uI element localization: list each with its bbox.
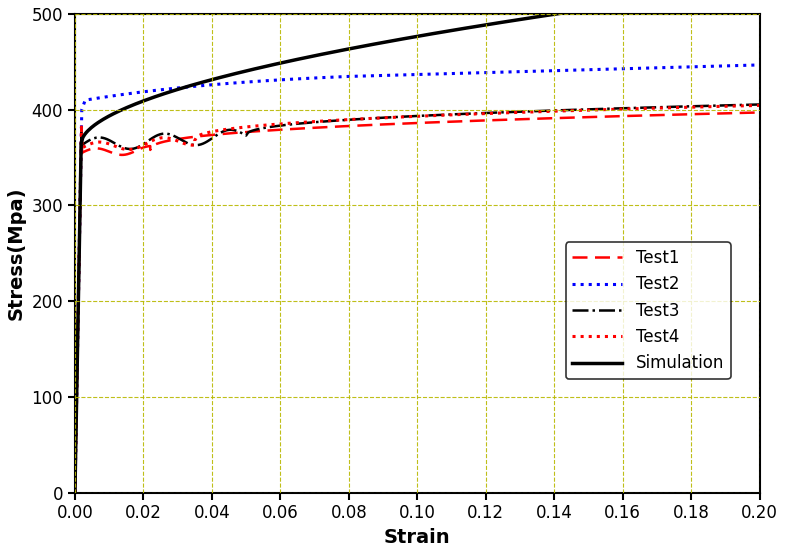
Test1 bbox=[531, 115, 540, 122]
Legend: Test1, Test2, Test3, Test4, Simulation: Test1, Test2, Test3, Test4, Simulation bbox=[566, 243, 731, 379]
Simulation bbox=[70, 489, 79, 496]
Test1 bbox=[755, 109, 765, 116]
Line: Test4: Test4 bbox=[75, 105, 760, 493]
Test4 bbox=[126, 146, 135, 153]
Simulation bbox=[82, 129, 91, 136]
Line: Simulation: Simulation bbox=[75, 0, 760, 493]
Line: Test3: Test3 bbox=[75, 105, 760, 493]
Simulation bbox=[117, 106, 126, 113]
Test1 bbox=[644, 112, 654, 119]
Test3 bbox=[101, 136, 111, 142]
Y-axis label: Stress(Mpa): Stress(Mpa) bbox=[7, 187, 26, 320]
Test3 bbox=[755, 101, 765, 108]
Test1 bbox=[520, 116, 530, 122]
Test1 bbox=[142, 143, 152, 150]
Test2 bbox=[699, 63, 709, 70]
Test2 bbox=[195, 83, 205, 89]
Test2 bbox=[185, 84, 195, 90]
Test3 bbox=[644, 104, 653, 111]
Test3 bbox=[528, 108, 538, 115]
Test4 bbox=[77, 145, 86, 151]
Test2 bbox=[70, 489, 79, 496]
Test1 bbox=[93, 145, 102, 152]
Simulation bbox=[272, 60, 282, 67]
Test3 bbox=[70, 489, 79, 496]
Test3 bbox=[518, 108, 528, 115]
Test4 bbox=[562, 107, 571, 114]
Test4 bbox=[70, 489, 79, 496]
Line: Test1: Test1 bbox=[75, 112, 760, 493]
Test3 bbox=[181, 139, 190, 146]
Test2 bbox=[252, 78, 261, 85]
Test2 bbox=[755, 61, 765, 68]
Test4 bbox=[365, 115, 374, 122]
Test1 bbox=[70, 489, 79, 496]
Simulation bbox=[663, 0, 673, 1]
Test4 bbox=[694, 104, 703, 110]
Test4 bbox=[755, 102, 765, 109]
Simulation bbox=[267, 61, 276, 68]
Test4 bbox=[460, 111, 469, 117]
Test2 bbox=[163, 86, 173, 93]
Line: Test2: Test2 bbox=[75, 65, 760, 493]
X-axis label: Strain: Strain bbox=[384, 528, 451, 547]
Test1 bbox=[72, 387, 82, 393]
Test2 bbox=[78, 104, 87, 111]
Test3 bbox=[72, 387, 82, 394]
